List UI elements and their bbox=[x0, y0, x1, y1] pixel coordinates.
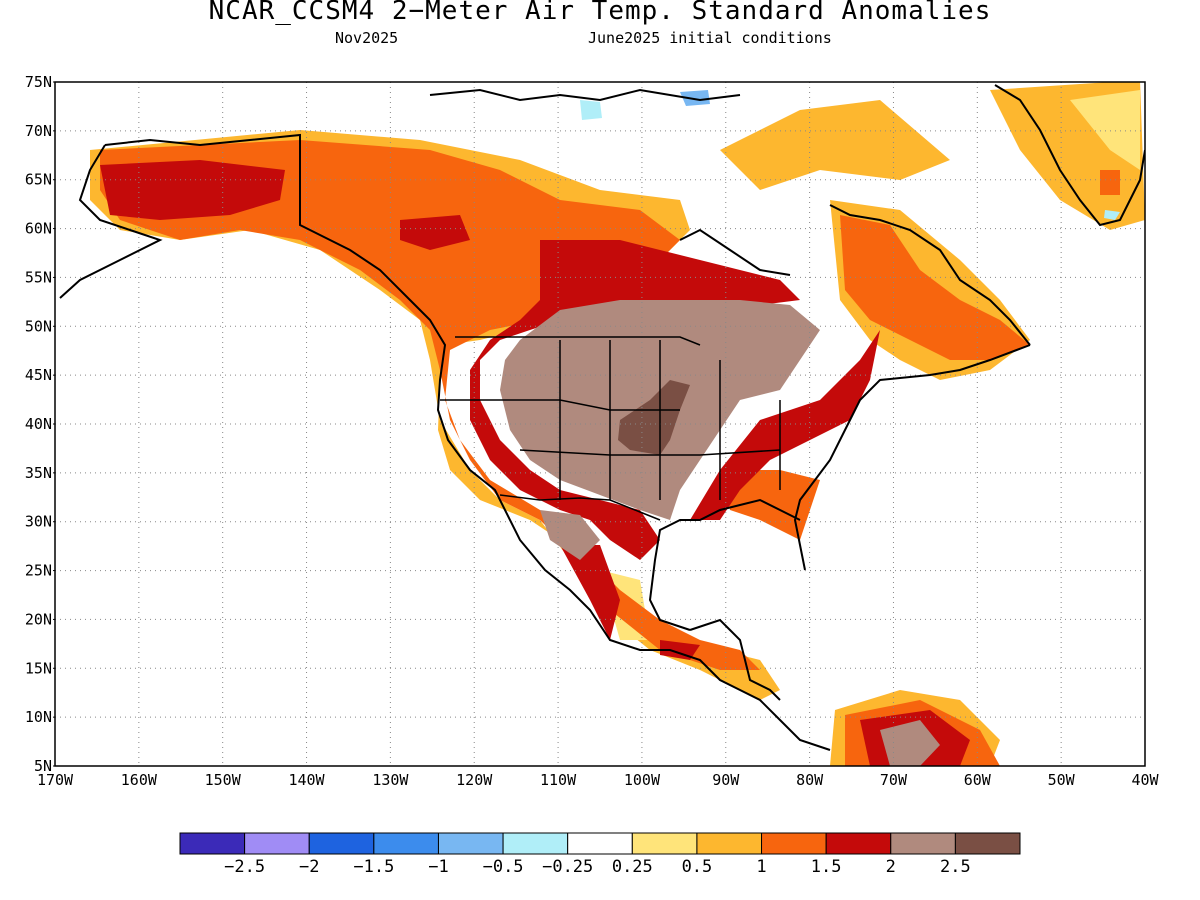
colorbar-swatch bbox=[696, 832, 763, 855]
lat-tick-label: 30N bbox=[25, 513, 52, 531]
lon-tick-label: 160W bbox=[121, 771, 158, 789]
colorbar-label: 2 bbox=[886, 857, 896, 877]
colorbar-swatch bbox=[954, 832, 1021, 855]
longitude-labels: 170W 160W 150W 140W 130W 120W 110W 100W 90W 80W 70… bbox=[37, 771, 1160, 789]
lat-tick-label: 5N bbox=[34, 757, 52, 775]
colorbar-label: 1 bbox=[756, 857, 766, 877]
colorbar-swatch bbox=[437, 832, 504, 855]
colorbar-label: −2 bbox=[299, 857, 319, 877]
lat-tick-label: 65N bbox=[25, 171, 52, 189]
lon-tick-label: 170W bbox=[37, 771, 74, 789]
political-borders bbox=[299, 135, 781, 521]
colorbar: −2.5 −2 −1.5 −1 −0.5 −0.25 0.25 0.5 1 1.5 2 2.5 bbox=[179, 832, 1021, 877]
colorbar-swatch bbox=[631, 832, 698, 855]
colorbar-label: 0.5 bbox=[682, 857, 713, 877]
lat-tick-label: 40N bbox=[25, 415, 52, 433]
lon-tick-label: 150W bbox=[205, 771, 242, 789]
lon-tick-label: 60W bbox=[964, 771, 992, 789]
colorbar-label: −1 bbox=[428, 857, 448, 877]
lat-tick-label: 60N bbox=[25, 220, 52, 238]
colorbar-swatch bbox=[308, 832, 375, 855]
map-title: NCAR_CCSM4 2−Meter Air Temp. Standard An… bbox=[208, 0, 992, 26]
lon-tick-label: 130W bbox=[372, 771, 409, 789]
colorbar-label: 0.25 bbox=[612, 857, 653, 877]
lon-tick-label: 100W bbox=[624, 771, 661, 789]
lat-tick-label: 35N bbox=[25, 464, 52, 482]
colorbar-swatch bbox=[502, 832, 569, 855]
lat-tick-label: 20N bbox=[25, 610, 52, 628]
colorbar-swatch bbox=[567, 832, 633, 855]
lat-tick-label: 55N bbox=[25, 268, 52, 286]
lat-tick-label: 25N bbox=[25, 562, 52, 580]
lon-tick-label: 120W bbox=[456, 771, 493, 789]
colorbar-label: 2.5 bbox=[940, 857, 971, 877]
colorbar-swatch bbox=[373, 832, 439, 855]
colorbar-swatch bbox=[890, 832, 956, 855]
colorbar-swatch bbox=[244, 832, 310, 855]
anomaly-shading bbox=[90, 82, 1145, 766]
lon-tick-label: 50W bbox=[1048, 771, 1076, 789]
lon-tick-label: 90W bbox=[712, 771, 740, 789]
colorbar-label: 1.5 bbox=[811, 857, 842, 877]
lat-tick-label: 70N bbox=[25, 122, 52, 140]
gridlines bbox=[55, 82, 1145, 766]
lon-tick-label: 70W bbox=[880, 771, 908, 789]
colorbar-label: −0.5 bbox=[483, 857, 524, 877]
lon-tick-label: 110W bbox=[540, 771, 577, 789]
colorbar-swatch bbox=[761, 832, 827, 855]
lat-tick-label: 75N bbox=[25, 73, 52, 91]
coastlines bbox=[59, 84, 1145, 751]
lat-tick-label: 15N bbox=[25, 659, 52, 677]
colorbar-label: −2.5 bbox=[224, 857, 265, 877]
latitude-labels: 75N 70N 65N 60N 55N 50N 45N 40N 35N 30N 25N 20N 15N 1… bbox=[25, 73, 55, 775]
colorbar-swatch bbox=[179, 832, 246, 855]
forecast-month: Nov2025 bbox=[335, 29, 399, 47]
colorbar-label: −1.5 bbox=[353, 857, 394, 877]
lat-tick-label: 45N bbox=[25, 366, 52, 384]
colorbar-label: −0.25 bbox=[542, 857, 593, 877]
lon-tick-label: 80W bbox=[796, 771, 824, 789]
initial-conditions: June2025 initial conditions bbox=[588, 29, 832, 47]
lon-tick-label: 140W bbox=[288, 771, 325, 789]
colorbar-swatch bbox=[825, 832, 892, 855]
lat-tick-label: 50N bbox=[25, 317, 52, 335]
lon-tick-label: 40W bbox=[1131, 771, 1159, 789]
lat-tick-label: 10N bbox=[25, 708, 52, 726]
